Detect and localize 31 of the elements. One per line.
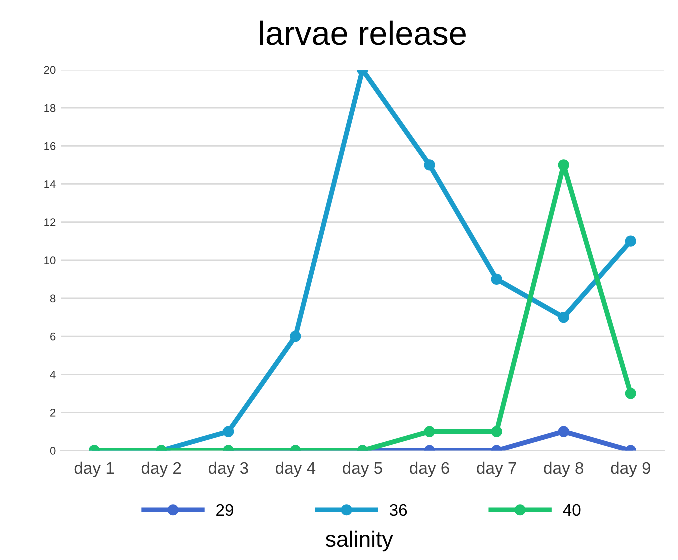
x-tick-label: day 2: [142, 462, 182, 478]
y-tick-label: 8: [50, 294, 56, 303]
x-tick-label: day 6: [410, 462, 450, 478]
point: [625, 236, 636, 247]
y-tick-label: 2: [50, 408, 56, 417]
point: [558, 160, 570, 171]
legend-label: 40: [563, 504, 581, 516]
chart-title: larvae release: [260, 20, 466, 46]
point: [558, 312, 570, 324]
y-tick-label: 18: [44, 104, 56, 112]
legend-label: 36: [390, 504, 408, 516]
y-tick-label: 6: [50, 332, 56, 341]
y-tick-label: 16: [44, 142, 56, 150]
y-tick-label: 4: [50, 371, 56, 379]
x-tick-label: day 7: [477, 462, 516, 478]
legend-label: 29: [216, 504, 234, 516]
x-tick-label: day 4: [276, 462, 316, 478]
x-axis-title: salinity: [326, 530, 394, 552]
point: [424, 160, 436, 171]
y-tick-label: 0: [50, 447, 56, 455]
y-tick-label: 12: [44, 218, 56, 226]
x-tick-label: day 9: [611, 462, 651, 478]
x-tick-label: day 5: [343, 462, 382, 478]
y-tick-label: 10: [44, 256, 56, 265]
x-tick-label: day 3: [208, 462, 248, 478]
x-tick-label: day 8: [544, 462, 584, 478]
point: [290, 331, 302, 342]
y-tick-label: 14: [44, 180, 56, 188]
y-tick-label: 20: [44, 66, 56, 74]
x-tick-label: day 1: [74, 462, 114, 478]
point: [491, 274, 502, 285]
